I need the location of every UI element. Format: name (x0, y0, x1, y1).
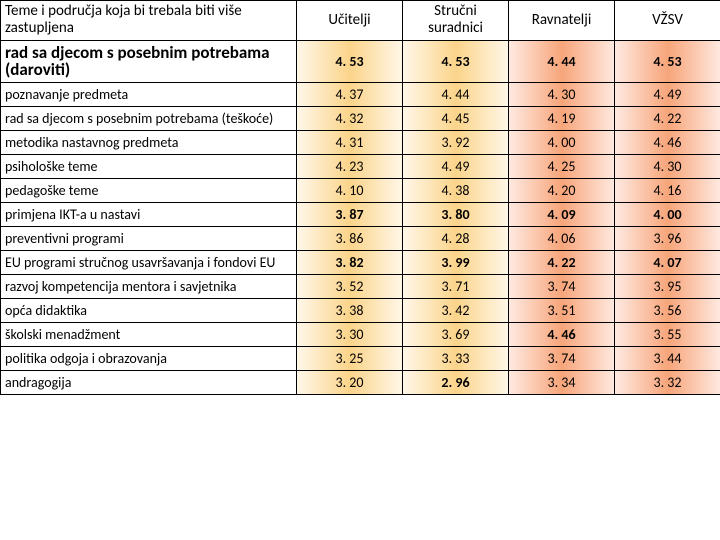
value-cell: 4. 45 (403, 107, 509, 131)
col-header-strucni: Stručni suradnici (403, 1, 509, 41)
value-cell: 3. 44 (615, 347, 720, 371)
topic-cell: školski menadžment (1, 323, 297, 347)
value-cell: 4. 20 (509, 179, 615, 203)
value-cell: 4. 53 (403, 40, 509, 83)
value-cell: 4. 00 (615, 203, 720, 227)
table-row: andragogija3. 202. 963. 343. 32 (1, 371, 720, 395)
table-row: rad sa djecom s posebnim potrebama (tešk… (1, 107, 720, 131)
value-cell: 4. 32 (297, 107, 403, 131)
value-cell: 4. 23 (297, 155, 403, 179)
value-cell: 4. 30 (615, 155, 720, 179)
topic-cell: poznavanje predmeta (1, 83, 297, 107)
topic-cell: politika odgoja i obrazovanja (1, 347, 297, 371)
table-row: opća didaktika3. 383. 423. 513. 56 (1, 299, 720, 323)
value-cell: 3. 32 (615, 371, 720, 395)
topic-cell: psihološke teme (1, 155, 297, 179)
value-cell: 3. 30 (297, 323, 403, 347)
value-cell: 4. 37 (297, 83, 403, 107)
topic-cell: EU programi stručnog usavršavanja i fond… (1, 251, 297, 275)
table-row: pedagoške teme4. 104. 384. 204. 16 (1, 179, 720, 203)
value-cell: 4. 10 (297, 179, 403, 203)
table-row: preventivni programi3. 864. 284. 063. 96 (1, 227, 720, 251)
value-cell: 4. 06 (509, 227, 615, 251)
value-cell: 3. 74 (509, 347, 615, 371)
value-cell: 3. 51 (509, 299, 615, 323)
value-cell: 4. 16 (615, 179, 720, 203)
table-row: rad sa djecom s posebnim potrebama (daro… (1, 40, 720, 83)
value-cell: 4. 09 (509, 203, 615, 227)
value-cell: 4. 00 (509, 131, 615, 155)
value-cell: 3. 87 (297, 203, 403, 227)
value-cell: 3. 95 (615, 275, 720, 299)
topic-cell: andragogija (1, 371, 297, 395)
value-cell: 3. 99 (403, 251, 509, 275)
value-cell: 4. 22 (509, 251, 615, 275)
value-cell: 3. 42 (403, 299, 509, 323)
value-cell: 3. 56 (615, 299, 720, 323)
value-cell: 4. 46 (615, 131, 720, 155)
value-cell: 3. 55 (615, 323, 720, 347)
value-cell: 3. 34 (509, 371, 615, 395)
value-cell: 3. 69 (403, 323, 509, 347)
value-cell: 4. 46 (509, 323, 615, 347)
table-row: razvoj kompetencija mentora i savjetnika… (1, 275, 720, 299)
topic-cell: metodika nastavnog predmeta (1, 131, 297, 155)
col-header-ravnatelji: Ravnatelji (509, 1, 615, 41)
value-cell: 3. 86 (297, 227, 403, 251)
value-cell: 3. 25 (297, 347, 403, 371)
value-cell: 4. 38 (403, 179, 509, 203)
value-cell: 3. 82 (297, 251, 403, 275)
value-cell: 4. 44 (403, 83, 509, 107)
table-header-row: Teme i područja koja bi trebala biti viš… (1, 1, 720, 41)
table-row: psihološke teme4. 234. 494. 254. 30 (1, 155, 720, 179)
value-cell: 3. 71 (403, 275, 509, 299)
value-cell: 4. 28 (403, 227, 509, 251)
value-cell: 4. 49 (615, 83, 720, 107)
value-cell: 4. 25 (509, 155, 615, 179)
col-header-vzsv: VŽSV (615, 1, 720, 41)
value-cell: 4. 53 (297, 40, 403, 83)
topic-cell: opća didaktika (1, 299, 297, 323)
topics-table: Teme i područja koja bi trebala biti viš… (0, 0, 720, 395)
value-cell: 3. 80 (403, 203, 509, 227)
value-cell: 4. 44 (509, 40, 615, 83)
table-row: primjena IKT-a u nastavi3. 873. 804. 094… (1, 203, 720, 227)
value-cell: 3. 96 (615, 227, 720, 251)
value-cell: 3. 52 (297, 275, 403, 299)
value-cell: 4. 53 (615, 40, 720, 83)
table-body: rad sa djecom s posebnim potrebama (daro… (1, 40, 720, 395)
table-row: poznavanje predmeta4. 374. 444. 304. 49 (1, 83, 720, 107)
topic-cell: preventivni programi (1, 227, 297, 251)
topic-cell: rad sa djecom s posebnim potrebama (daro… (1, 40, 297, 83)
value-cell: 4. 07 (615, 251, 720, 275)
col-header-ucitelji: Učitelji (297, 1, 403, 41)
topic-cell: primjena IKT-a u nastavi (1, 203, 297, 227)
value-cell: 3. 74 (509, 275, 615, 299)
col-header-topic: Teme i područja koja bi trebala biti viš… (1, 1, 297, 41)
value-cell: 3. 38 (297, 299, 403, 323)
topic-cell: pedagoške teme (1, 179, 297, 203)
value-cell: 4. 31 (297, 131, 403, 155)
table-row: školski menadžment3. 303. 694. 463. 55 (1, 323, 720, 347)
value-cell: 2. 96 (403, 371, 509, 395)
value-cell: 3. 20 (297, 371, 403, 395)
topic-cell: razvoj kompetencija mentora i savjetnika (1, 275, 297, 299)
table-row: politika odgoja i obrazovanja3. 253. 333… (1, 347, 720, 371)
value-cell: 3. 92 (403, 131, 509, 155)
value-cell: 4. 49 (403, 155, 509, 179)
value-cell: 4. 30 (509, 83, 615, 107)
table-row: metodika nastavnog predmeta4. 313. 924. … (1, 131, 720, 155)
value-cell: 4. 19 (509, 107, 615, 131)
topic-cell: rad sa djecom s posebnim potrebama (tešk… (1, 107, 297, 131)
value-cell: 3. 33 (403, 347, 509, 371)
table-row: EU programi stručnog usavršavanja i fond… (1, 251, 720, 275)
value-cell: 4. 22 (615, 107, 720, 131)
